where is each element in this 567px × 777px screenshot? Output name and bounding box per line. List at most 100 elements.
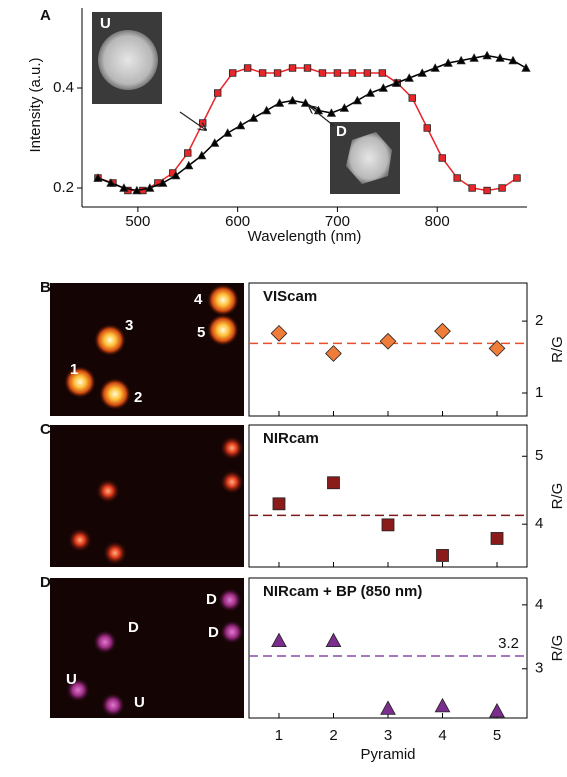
inset-label: D (336, 123, 347, 140)
marker-square (498, 184, 506, 192)
marker-triangle (223, 128, 233, 137)
x-tick-label: 3 (384, 727, 392, 744)
marker-triangle (158, 178, 168, 187)
marker-triangle (300, 98, 311, 107)
image-label: U (134, 694, 145, 711)
marker-square (273, 69, 282, 77)
spot (93, 630, 117, 654)
marker-square (258, 69, 267, 77)
x-tick-label: 5 (493, 727, 501, 744)
image-label: 1 (70, 361, 78, 378)
marker-triangle (378, 83, 388, 92)
marker-triangle (287, 95, 298, 105)
marker-square (348, 69, 357, 77)
marker-triangle (171, 170, 181, 180)
marker-triangle (489, 702, 505, 718)
marker-square (333, 69, 342, 77)
marker-triangle (456, 55, 466, 65)
marker-triangle (469, 53, 479, 62)
marker-triangle (261, 105, 272, 115)
spot (103, 541, 127, 565)
marker-triangle (404, 73, 414, 82)
marker-triangle (521, 63, 531, 72)
marker-triangle (236, 120, 246, 130)
spot (101, 693, 125, 717)
marker-diamond (325, 345, 342, 362)
marker-triangle (119, 183, 129, 192)
panel-letter: B (40, 279, 51, 296)
marker-square (272, 497, 286, 511)
image-label: 3 (125, 317, 133, 334)
series-line (97, 54, 527, 192)
marker-square (213, 89, 222, 97)
marker-triangle (391, 78, 401, 87)
marker-triangle (430, 63, 440, 72)
y-tick-label: 0.2 (53, 179, 74, 196)
marker-square (288, 64, 297, 72)
marker-triangle (417, 68, 427, 77)
marker-square (199, 119, 207, 127)
image-label: D (128, 619, 139, 636)
marker-square (327, 476, 340, 490)
marker-square (228, 69, 237, 77)
marker-triangle (443, 58, 453, 67)
y-tick-label: 0.4 (53, 79, 74, 96)
marker-triangle (197, 150, 207, 160)
marker-triangle (365, 88, 375, 97)
marker-square (243, 64, 252, 72)
marker-triangle (508, 55, 518, 65)
inset-label: U (100, 15, 111, 32)
marker-diamond (434, 322, 451, 340)
marker-square (490, 532, 504, 545)
image-label: D (206, 591, 217, 608)
panel-title: NIRcam + BP (850 nm) (263, 583, 422, 600)
spot (220, 620, 244, 644)
image-label: 5 (197, 324, 205, 341)
marker-square (438, 154, 446, 162)
marker-square (453, 174, 461, 182)
inset-grain (346, 132, 392, 184)
panel-letter: A (40, 7, 51, 24)
y-axis-label: R/G (549, 483, 566, 510)
spot (94, 324, 126, 356)
x-tick-label: 600 (225, 213, 250, 230)
marker-square (408, 94, 416, 102)
y-axis-label: Intensity (a.u.) (27, 57, 44, 152)
y-tick-label: 5 (535, 447, 543, 464)
marker-triangle (434, 697, 451, 713)
spot (68, 528, 92, 552)
marker-triangle (352, 95, 363, 105)
marker-triangle (145, 183, 155, 192)
spot (218, 588, 242, 612)
image-label: 2 (134, 389, 142, 406)
marker-diamond (379, 332, 397, 350)
marker-square (483, 186, 491, 195)
marker-triangle (313, 105, 324, 115)
x-tick-label: 800 (425, 213, 450, 230)
spot (64, 366, 96, 398)
marker-triangle (482, 50, 492, 60)
arrow (179, 111, 206, 130)
panel-letter: C (40, 421, 51, 438)
marker-square (381, 518, 395, 532)
spot (220, 470, 244, 494)
marker-square (303, 64, 312, 72)
marker-square (436, 549, 449, 562)
spot (220, 436, 244, 460)
spot (66, 678, 90, 702)
image-label: 4 (194, 291, 203, 308)
y-tick-label: 4 (535, 596, 543, 613)
x-tick-label: 2 (329, 727, 337, 744)
marker-triangle (184, 160, 194, 170)
spot (96, 479, 120, 503)
x-tick-label: 700 (325, 213, 350, 230)
reference-label: 3.2 (498, 635, 519, 652)
marker-triangle (210, 138, 220, 147)
marker-triangle (326, 108, 337, 117)
y-axis-label: R/G (549, 336, 566, 363)
panel-title: VIScam (263, 288, 317, 305)
marker-square (184, 149, 192, 157)
y-axis-label: R/G (549, 635, 566, 662)
spot (207, 314, 239, 346)
